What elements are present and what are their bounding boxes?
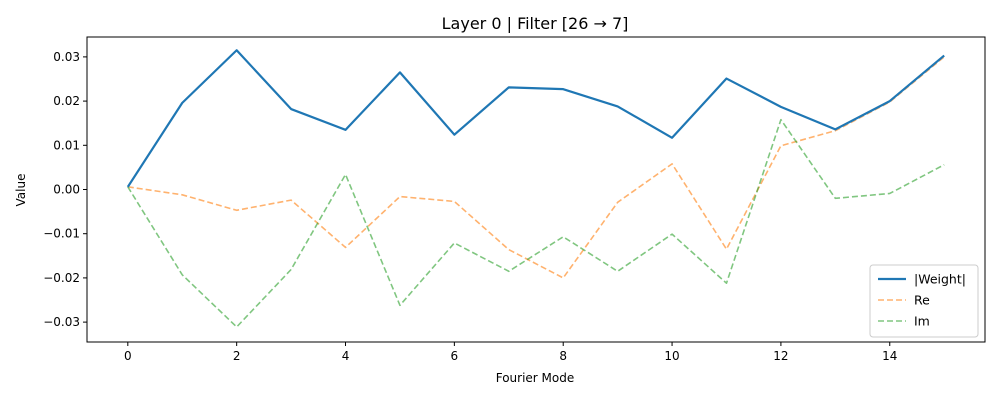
x-tick-label: 14 [882, 349, 897, 363]
x-tick-label: 12 [773, 349, 788, 363]
x-tick-label: 6 [451, 349, 459, 363]
legend-label: |Weight| [914, 272, 966, 287]
y-axis-label: Value [14, 174, 28, 207]
x-tick-label: 8 [559, 349, 567, 363]
x-tick-label: 2 [233, 349, 241, 363]
series-line-im [127, 118, 945, 328]
x-axis-label: Fourier Mode [496, 371, 575, 385]
chart-title: Layer 0 | Filter [26 → 7] [442, 14, 629, 33]
y-tick-label: 0.03 [53, 50, 80, 64]
y-tick-label: −0.03 [43, 315, 80, 329]
x-tick-label: 10 [664, 349, 679, 363]
legend-box [869, 264, 979, 338]
x-tick-label: 0 [124, 349, 132, 363]
series-line-re [127, 56, 945, 279]
series-layer [126, 49, 945, 328]
legend-label: Re [914, 293, 930, 308]
series-line-weight [126, 49, 945, 188]
y-tick-label: 0.01 [53, 138, 80, 152]
x-tick-label: 4 [342, 349, 350, 363]
y-tick-label: 0.02 [53, 94, 80, 108]
x-axis-ticks: 0 2 4 6 8 10 12 14 [124, 342, 897, 363]
y-tick-label: −0.02 [43, 271, 80, 285]
y-tick-label: 0.00 [53, 183, 80, 197]
legend-label: Im [914, 314, 930, 329]
legend: |Weight| Re Im [869, 264, 979, 338]
y-axis-ticks: −0.03 −0.02 −0.01 0.00 0.01 0.02 0.03 [43, 50, 87, 329]
y-tick-label: −0.01 [43, 227, 80, 241]
